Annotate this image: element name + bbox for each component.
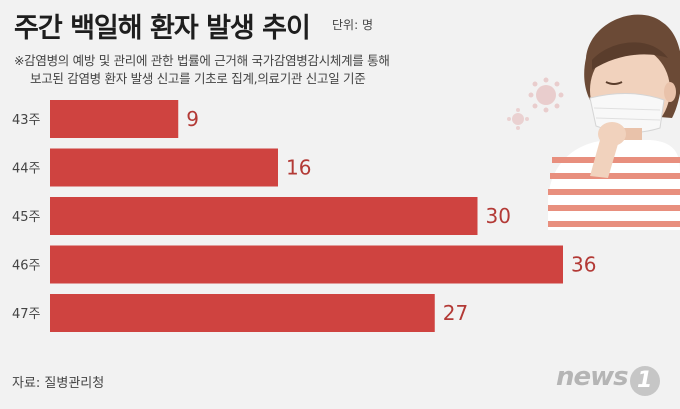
bar — [50, 148, 278, 187]
category-label: 43주 — [12, 113, 41, 128]
value-label: 16 — [286, 156, 311, 180]
footnote-line-1: ※감염병의 예방 및 관리에 관한 법률에 근거해 국가감염병감시체계를 통해 — [14, 53, 390, 68]
source-text: 자료: 질병관리청 — [12, 376, 105, 391]
value-label: 27 — [443, 301, 468, 325]
footnote: ※감염병의 예방 및 관리에 관한 법률에 근거해 국가감염병감시체계를 통해 … — [14, 52, 390, 88]
chart-title: 주간 백일해 환자 발생 추이 — [14, 13, 311, 44]
unit-label: 단위: 명 — [332, 18, 373, 32]
virus-icon — [507, 108, 529, 130]
footnote-line-2: 보고된 감염병 환자 발생 신고를 기초로 집계,의료기관 신고일 기준 — [30, 71, 366, 86]
logo-number: 1 — [629, 365, 660, 396]
bar — [50, 245, 563, 284]
bar — [50, 294, 435, 332]
category-label: 46주 — [12, 259, 41, 274]
category-label: 45주 — [12, 210, 41, 225]
value-label: 30 — [486, 204, 511, 228]
news1-logo: news 1 — [556, 362, 660, 396]
logo-text: news — [556, 362, 629, 392]
value-label: 9 — [186, 107, 199, 131]
bar — [50, 100, 179, 138]
category-label: 47주 — [12, 307, 41, 322]
virus-icon — [528, 77, 564, 113]
category-label: 44주 — [12, 162, 41, 177]
bar — [50, 197, 478, 235]
value-label: 36 — [571, 253, 596, 277]
